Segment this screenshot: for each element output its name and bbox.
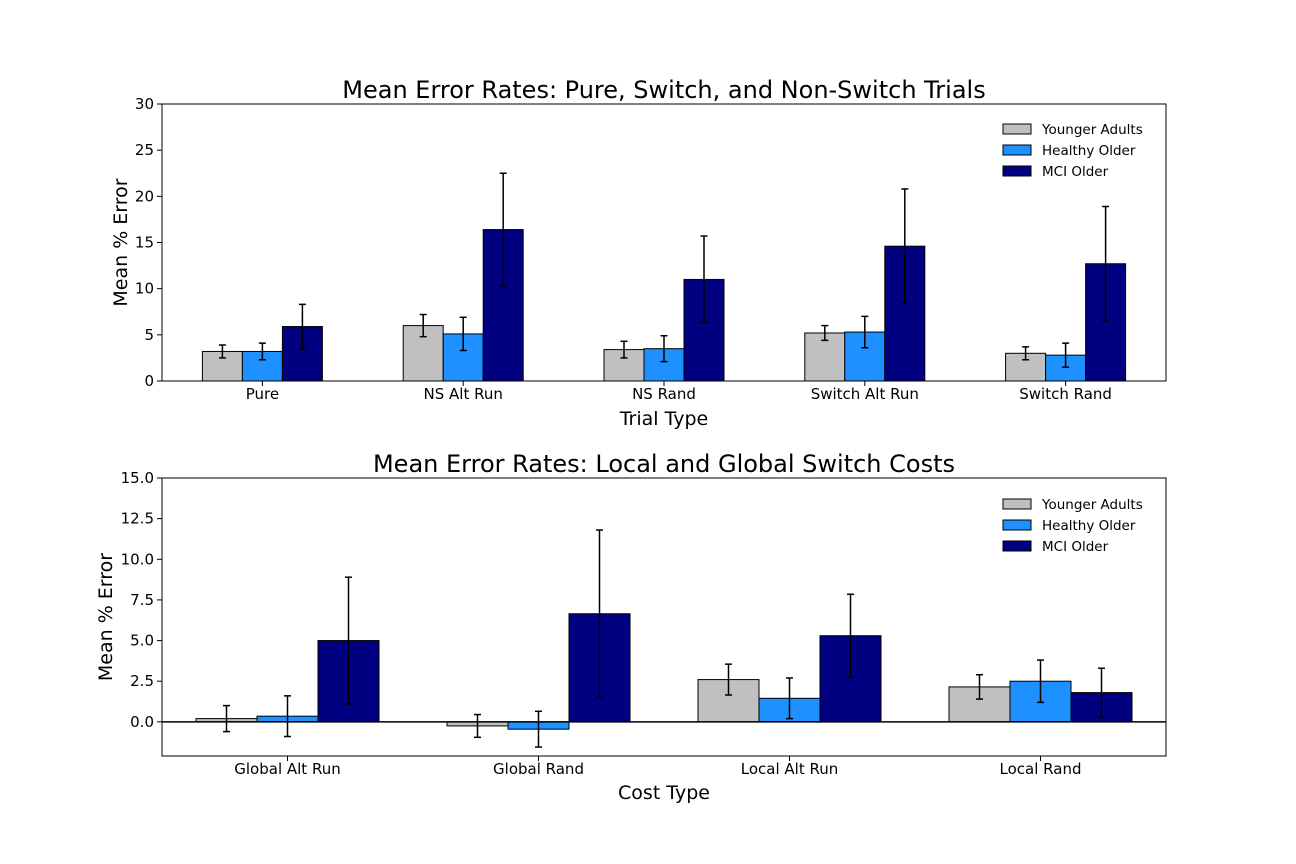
y-tick-label: 2.5: [130, 672, 154, 690]
x-tick-label-global-alt-run: Global Alt Run: [234, 760, 340, 778]
error-bar-mci-older-global-alt-run: [345, 576, 352, 705]
legend: Younger Adults Healthy Older MCI Older: [1002, 122, 1143, 180]
y-tick-label: 5: [144, 326, 154, 344]
y-axis-label: Mean % Error: [95, 553, 117, 681]
legend-item-healthy-older: Healthy Older: [1002, 143, 1136, 159]
error-bar-younger-adults-switch-rand: [1022, 346, 1030, 361]
legend-label: Younger Adults: [1041, 497, 1143, 513]
legend-label: MCI Older: [1042, 539, 1109, 555]
legend-item-younger-adults: Younger Adults: [1002, 122, 1143, 138]
y-tick-label: 0: [144, 372, 154, 390]
error-bar-mci-older-ns-rand: [700, 235, 708, 324]
chart-title: Mean Error Rates: Local and Global Switc…: [373, 450, 955, 478]
error-bar-younger-adults-ns-rand: [620, 340, 628, 359]
y-tick-label: 30: [135, 95, 154, 113]
error-bar-healthy-older-global-rand: [535, 710, 542, 748]
error-bar-mci-older-local-rand: [1098, 667, 1105, 718]
error-bar-healthy-older-pure: [258, 342, 266, 361]
error-bar-healthy-older-local-rand: [1037, 659, 1044, 704]
legend-swatch: [1002, 540, 1032, 552]
legend-swatch: [1002, 165, 1032, 177]
y-tick-label: 5.0: [130, 632, 154, 650]
legend-label: Younger Adults: [1041, 122, 1143, 138]
y-tick-label: 12.5: [121, 510, 154, 528]
error-bar-mci-older-local-alt-run: [847, 593, 854, 678]
legend-swatch: [1002, 519, 1032, 531]
legend-item-younger-adults: Younger Adults: [1002, 497, 1143, 513]
x-tick-label-local-rand: Local Rand: [1000, 760, 1082, 778]
error-bar-healthy-older-local-alt-run: [786, 677, 793, 720]
error-bar-mci-older-ns-alt-run: [499, 172, 507, 287]
error-bar-younger-adults-global-rand: [474, 713, 481, 739]
x-axis-label: Cost Type: [618, 782, 710, 804]
error-bar-healthy-older-switch-alt-run: [861, 315, 869, 349]
y-tick-label: 0.0: [130, 713, 154, 731]
error-bar-mci-older-pure: [298, 303, 306, 350]
error-bar-mci-older-switch-alt-run: [901, 188, 909, 305]
y-tick-label: 15.0: [121, 469, 154, 487]
error-bar-younger-adults-ns-alt-run: [419, 313, 427, 338]
error-bar-healthy-older-switch-rand: [1062, 342, 1070, 368]
plot-frame: [161, 477, 1167, 757]
error-bar-younger-adults-switch-alt-run: [821, 324, 829, 342]
trial-type-chart: Pure NS Alt Run NS Rand Switch Alt Run Switc…: [110, 76, 1167, 430]
x-tick-label-pure: Pure: [246, 385, 279, 403]
cost-type-chart: Global Alt Run Global Rand Local Alt Run Lo…: [95, 450, 1167, 804]
y-tick-label: 10.0: [121, 550, 154, 568]
x-tick-label-ns-rand: NS Rand: [632, 385, 696, 403]
error-bar-mci-older-global-rand: [596, 529, 603, 699]
x-tick-label-global-rand: Global Rand: [493, 760, 584, 778]
y-tick-label: 15: [135, 234, 154, 252]
plot-frame: [161, 103, 1167, 382]
y-tick-label: 20: [135, 187, 154, 205]
legend-item-mci-older: MCI Older: [1002, 164, 1109, 180]
error-bar-younger-adults-local-alt-run: [725, 663, 732, 696]
error-bar-healthy-older-ns-rand: [660, 335, 668, 363]
legend-item-mci-older: MCI Older: [1002, 539, 1109, 555]
error-bar-healthy-older-ns-alt-run: [459, 316, 467, 352]
legend-swatch: [1002, 144, 1032, 156]
legend-item-healthy-older: Healthy Older: [1002, 518, 1136, 534]
y-tick-label: 7.5: [130, 591, 154, 609]
y-tick-label: 10: [135, 280, 154, 298]
x-tick-label-switch-rand: Switch Rand: [1019, 385, 1112, 403]
error-bar-younger-adults-local-rand: [976, 673, 983, 700]
error-bar-mci-older-switch-rand: [1102, 205, 1110, 322]
error-bar-younger-adults-global-alt-run: [223, 704, 230, 733]
legend-label: MCI Older: [1042, 164, 1109, 180]
x-axis-label: Trial Type: [619, 408, 709, 430]
legend-label: Healthy Older: [1042, 143, 1136, 159]
legend-swatch: [1002, 498, 1032, 510]
x-tick-label-switch-alt-run: Switch Alt Run: [811, 385, 919, 403]
y-axis-label: Mean % Error: [110, 178, 132, 306]
error-bar-healthy-older-global-alt-run: [284, 695, 291, 738]
x-tick-label-ns-alt-run: NS Alt Run: [424, 385, 503, 403]
error-bar-younger-adults-pure: [218, 344, 226, 359]
legend-swatch: [1002, 123, 1032, 135]
chart-title: Mean Error Rates: Pure, Switch, and Non-…: [342, 76, 985, 104]
legend: Younger Adults Healthy Older MCI Older: [1002, 497, 1143, 555]
legend-label: Healthy Older: [1042, 518, 1136, 534]
y-tick-label: 25: [135, 141, 154, 159]
x-tick-label-local-alt-run: Local Alt Run: [741, 760, 839, 778]
